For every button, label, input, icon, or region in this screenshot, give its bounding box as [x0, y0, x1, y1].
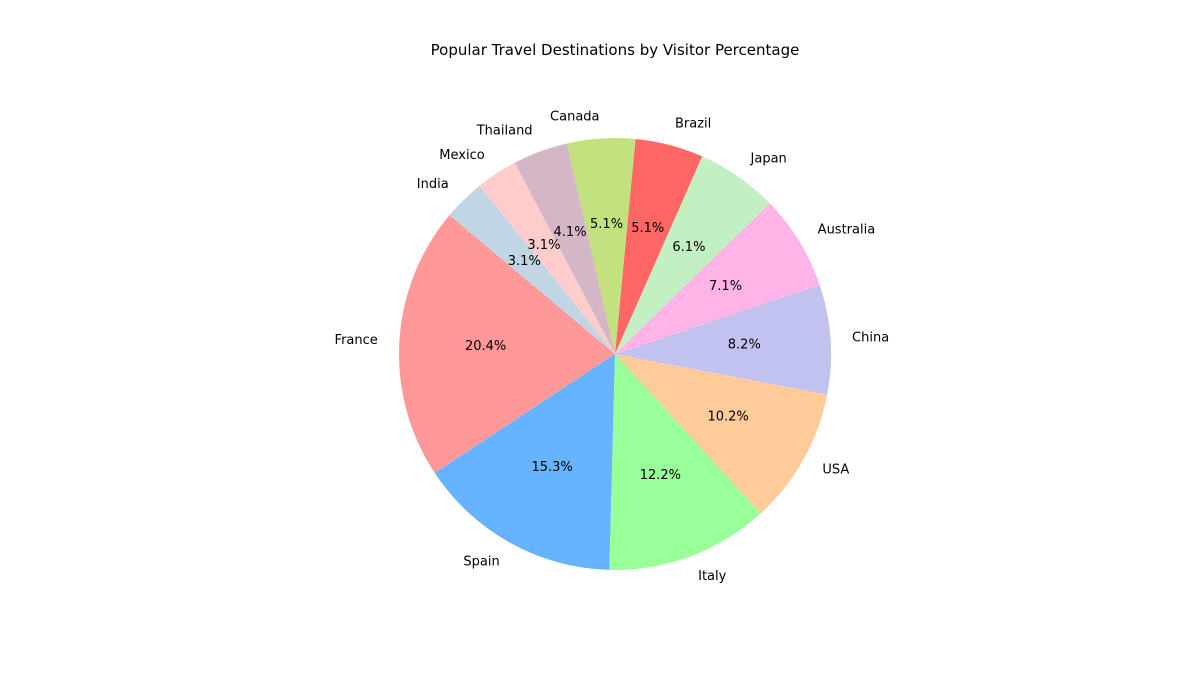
pie-slices	[399, 138, 832, 570]
slice-label-china: China	[852, 330, 889, 345]
pie-slice-canada	[566, 138, 636, 354]
pie-slice-india	[449, 185, 615, 354]
slice-label-usa: USA	[822, 462, 849, 477]
slice-labels: France Spain Italy USA China Australia Japan Br…	[335, 109, 890, 584]
pie-slice-france	[399, 215, 615, 474]
pie-slice-thailand	[514, 143, 615, 354]
pct-label-india: 3.1%	[508, 254, 541, 269]
pie-slice-japan	[615, 156, 770, 354]
slice-label-italy: Italy	[698, 569, 727, 584]
slice-label-france: France	[335, 333, 378, 348]
pct-label-mexico: 3.1%	[527, 238, 560, 253]
percentage-labels: 20.4% 15.3% 12.2% 10.2% 8.2% 7.1% 6.1% 5.1% 5.1%…	[465, 217, 761, 483]
slice-label-thailand: Thailand	[476, 124, 533, 139]
pct-label-france: 20.4%	[465, 339, 506, 354]
pct-label-thailand: 4.1%	[554, 225, 587, 240]
pct-label-australia: 7.1%	[709, 279, 742, 294]
pct-label-brazil: 5.1%	[631, 221, 664, 236]
pct-label-china: 8.2%	[728, 338, 761, 353]
slice-label-spain: Spain	[463, 554, 499, 569]
slice-label-brazil: Brazil	[675, 117, 711, 132]
pct-label-usa: 10.2%	[707, 410, 748, 425]
slice-label-canada: Canada	[550, 109, 599, 124]
pct-label-spain: 15.3%	[531, 460, 572, 475]
pie-slice-brazil	[615, 138, 703, 354]
slice-label-india: India	[417, 177, 449, 192]
chart-title: Popular Travel Destinations by Visitor P…	[431, 41, 800, 59]
pct-label-japan: 6.1%	[672, 240, 705, 255]
pie-slice-china	[615, 284, 832, 395]
pct-label-italy: 12.2%	[640, 468, 681, 483]
pie-slice-italy	[609, 354, 761, 570]
pie-slice-spain	[434, 354, 615, 570]
pie-slice-australia	[615, 203, 820, 354]
slice-label-mexico: Mexico	[439, 148, 484, 163]
pct-label-canada: 5.1%	[590, 217, 623, 232]
slice-label-japan: Japan	[750, 151, 787, 166]
pie-slice-mexico	[479, 162, 615, 354]
slice-label-australia: Australia	[818, 222, 876, 237]
pie-slice-usa	[615, 354, 828, 514]
